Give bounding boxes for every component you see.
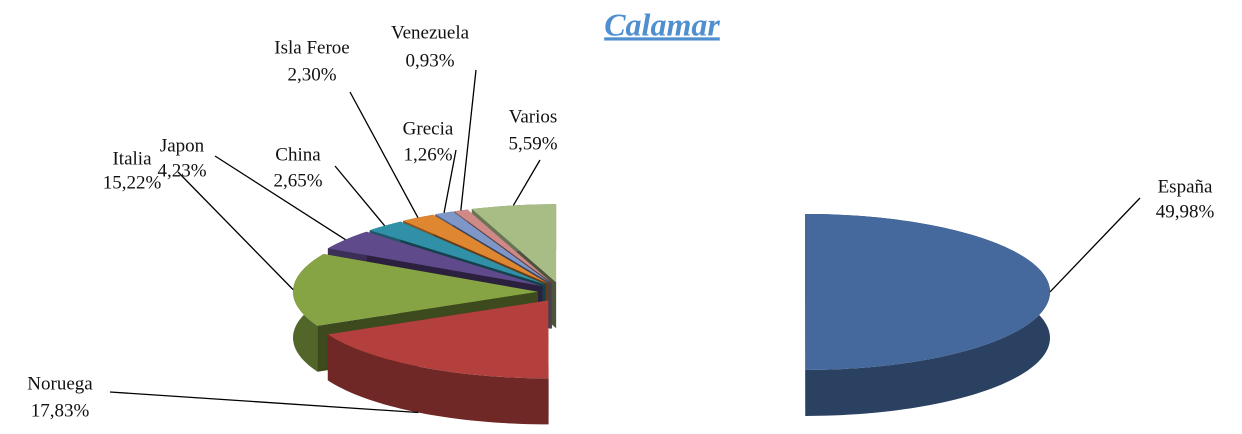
slice-top <box>454 209 552 283</box>
pie-slice <box>327 300 549 425</box>
slice-value-label: 15,22% <box>103 172 162 193</box>
slice-top <box>369 221 546 285</box>
slice-label: Grecia <box>403 118 454 139</box>
slice-value-label: 5,59% <box>508 133 557 154</box>
leader-line <box>443 149 457 213</box>
leader-line <box>214 155 346 241</box>
leader-line <box>334 165 386 227</box>
leader-line <box>177 171 294 291</box>
slice-top <box>403 214 549 284</box>
slice-top <box>471 204 557 283</box>
slice-label: China <box>275 144 321 165</box>
slice-value-label: 1,26% <box>403 144 452 165</box>
slice-top <box>327 300 549 379</box>
slice-value-label: 17,83% <box>31 400 90 421</box>
leader-line <box>460 69 477 211</box>
slice-label: Noruega <box>27 373 93 394</box>
slice-label: Varios <box>509 106 558 127</box>
slice-top <box>293 253 539 326</box>
slice-label: Japon <box>160 135 205 156</box>
leader-line <box>349 91 419 218</box>
slice-top <box>805 213 1050 370</box>
slice-value-label: 2,65% <box>273 170 322 191</box>
pie-slice <box>805 213 1050 416</box>
leader-line <box>109 391 419 414</box>
slice-value-label: 49,98% <box>1156 201 1215 222</box>
slice-value-label: 2,30% <box>287 64 336 85</box>
slice-top <box>327 231 543 287</box>
slice-top <box>435 211 551 284</box>
slice-side <box>327 334 549 425</box>
slice-label: España <box>1158 176 1213 197</box>
slice-label: Italia <box>112 148 152 169</box>
leader-line <box>512 159 541 206</box>
slice-label: Isla Feroe <box>274 37 349 58</box>
chart-title: Calamar <box>604 6 720 42</box>
slice-label: Venezuela <box>391 22 470 43</box>
slice-value-label: 4,23% <box>157 160 206 181</box>
slice-value-label: 0,93% <box>405 50 454 71</box>
leader-line <box>1049 197 1141 293</box>
